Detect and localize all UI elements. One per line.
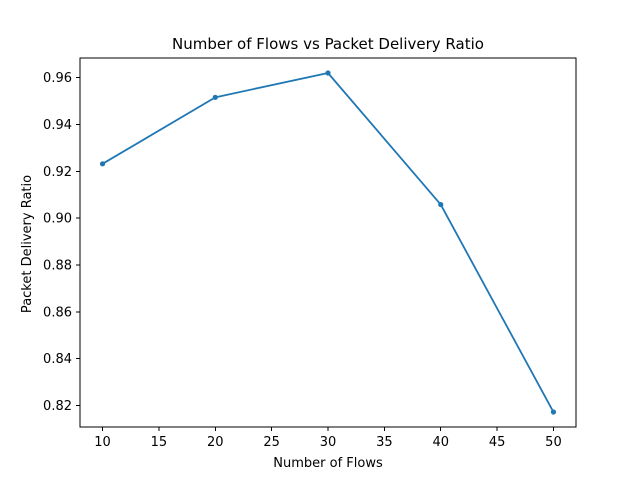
x-tick-label: 25 (263, 435, 280, 450)
y-tick-label: 0.86 (43, 305, 72, 320)
y-tick-label: 0.82 (43, 399, 72, 414)
x-axis-ticks: 10 15 20 25 30 35 40 45 50 (94, 427, 562, 450)
y-axis-label: Packet Delivery Ratio (20, 175, 35, 313)
x-tick-label: 15 (151, 435, 168, 450)
y-tick-label: 0.92 (43, 165, 72, 180)
x-axis-label: Number of Flows (273, 456, 383, 471)
x-tick-label: 10 (94, 435, 111, 450)
series-layer (99, 70, 557, 415)
y-tick-label: 0.96 (43, 71, 72, 86)
data-point (99, 161, 106, 167)
y-axis-ticks: 0.82 0.84 0.86 0.88 0.90 0.92 0.94 0.96 (43, 71, 80, 414)
data-point (438, 201, 444, 208)
data-point (550, 409, 557, 415)
y-tick-label: 0.88 (43, 258, 72, 273)
x-tick-label: 50 (545, 435, 562, 450)
x-tick-label: 40 (432, 435, 449, 450)
data-point (212, 94, 218, 100)
chart-title: Number of Flows vs Packet Delivery Ratio (172, 35, 484, 53)
y-tick-label: 0.94 (43, 118, 72, 133)
y-tick-label: 0.90 (43, 212, 72, 227)
x-tick-label: 30 (320, 435, 337, 450)
x-tick-label: 20 (207, 435, 224, 450)
data-point (325, 70, 331, 76)
x-tick-label: 35 (376, 435, 393, 450)
x-tick-label: 45 (489, 435, 506, 450)
y-tick-label: 0.84 (43, 352, 72, 367)
